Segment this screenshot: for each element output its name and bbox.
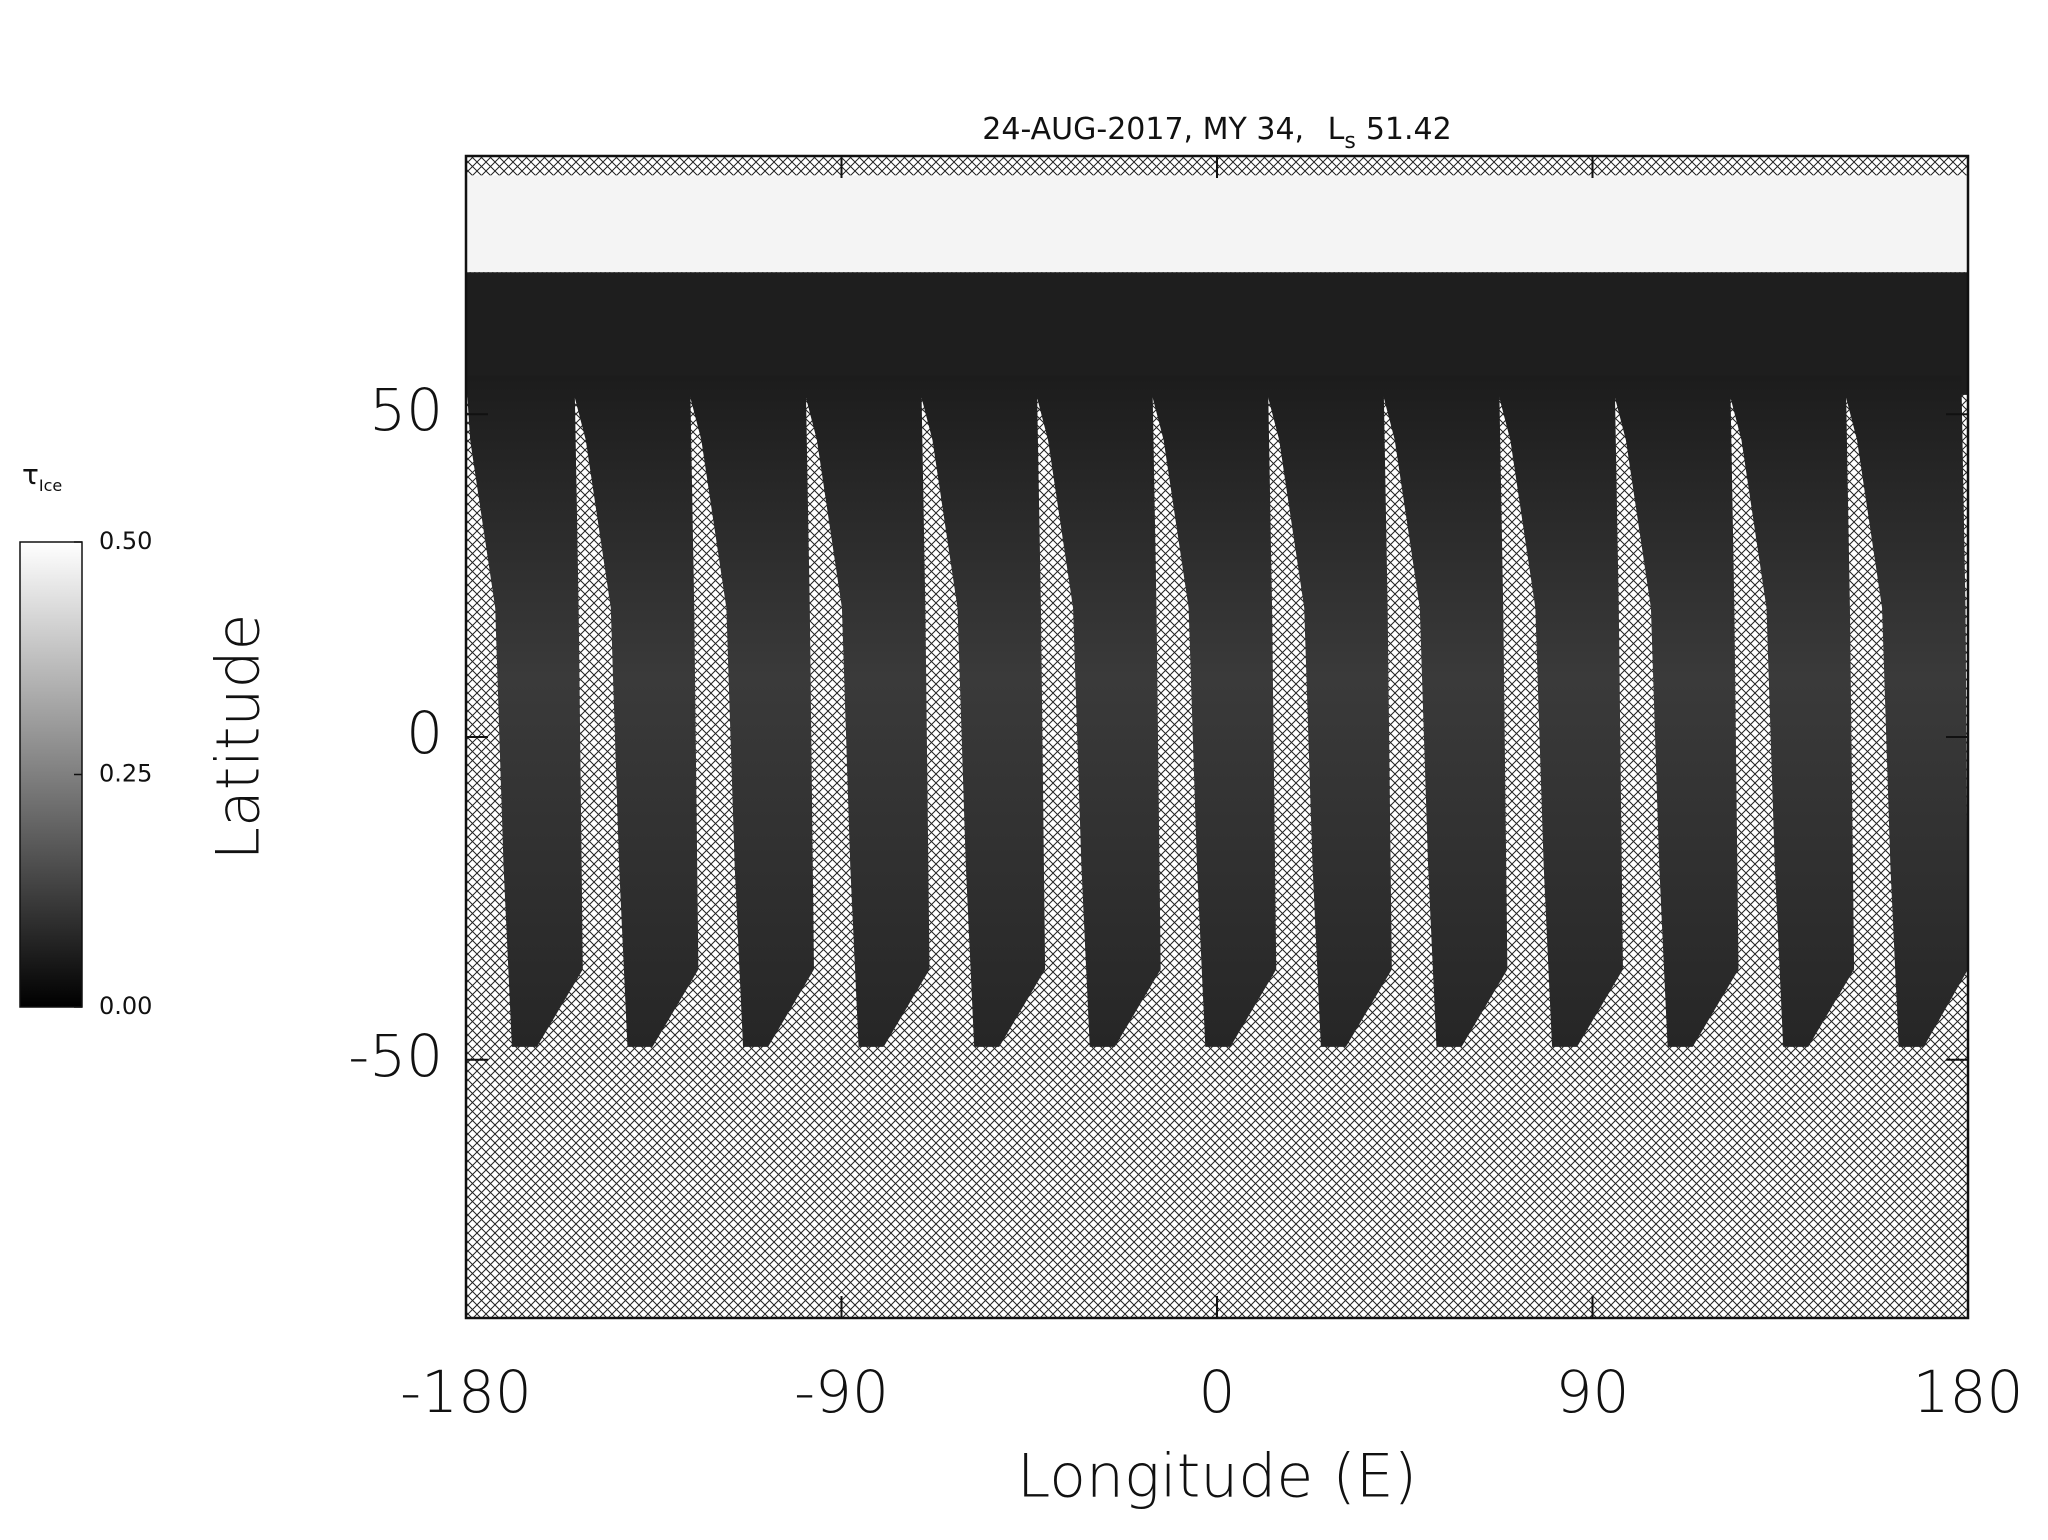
colorbar-subscript: Ice xyxy=(39,476,62,495)
observation-swath xyxy=(1031,375,1161,1047)
x-tick-label: 180 xyxy=(1913,1358,2024,1426)
y-tick-label: 50 xyxy=(369,376,443,444)
y-tick-label: 0 xyxy=(406,699,443,767)
observation-swath xyxy=(569,375,699,1047)
title-subscript: s xyxy=(1344,129,1355,154)
observation-swath xyxy=(1724,375,1855,1047)
x-axis-label: Longitude (E) xyxy=(1017,1442,1417,1512)
colorbar-label: τIce xyxy=(22,458,62,495)
colorbar-symbol: τ xyxy=(22,458,39,491)
observation-swath xyxy=(800,375,930,1047)
x-tick-label: -90 xyxy=(794,1358,889,1426)
observation-swath xyxy=(684,375,814,1047)
colorbar-tick-label: 0.25 xyxy=(99,760,152,788)
observation-swath xyxy=(1378,375,1508,1047)
observation-swath xyxy=(915,375,1046,1047)
title: 24-AUG-2017, MY 34, Ls 51.42 xyxy=(982,112,1451,155)
observation-swath xyxy=(1609,375,1739,1047)
polar-cap xyxy=(466,175,1968,273)
north-dark-band xyxy=(466,272,1968,395)
colorbar-tick-label: 0.50 xyxy=(99,527,152,555)
observation-swath xyxy=(1840,375,1968,1047)
title-value: 51.42 xyxy=(1366,112,1452,147)
colorbar-tick-label: 0.00 xyxy=(99,992,152,1020)
y-tick-label: -50 xyxy=(348,1022,443,1090)
x-tick-label: 90 xyxy=(1556,1358,1630,1426)
title-text: 24-AUG-2017, MY 34, xyxy=(982,112,1304,147)
colorbar xyxy=(19,541,83,1008)
title-symbol: L xyxy=(1328,112,1345,147)
x-tick-label: -180 xyxy=(400,1358,532,1426)
x-tick-label: 0 xyxy=(1199,1358,1236,1426)
observation-swath xyxy=(1146,375,1277,1047)
observation-swath xyxy=(1493,375,1623,1047)
observation-swath xyxy=(466,375,583,1047)
observation-swath xyxy=(1262,375,1392,1047)
y-axis-label: Latitude xyxy=(204,614,274,861)
map-layer xyxy=(466,156,1968,1318)
